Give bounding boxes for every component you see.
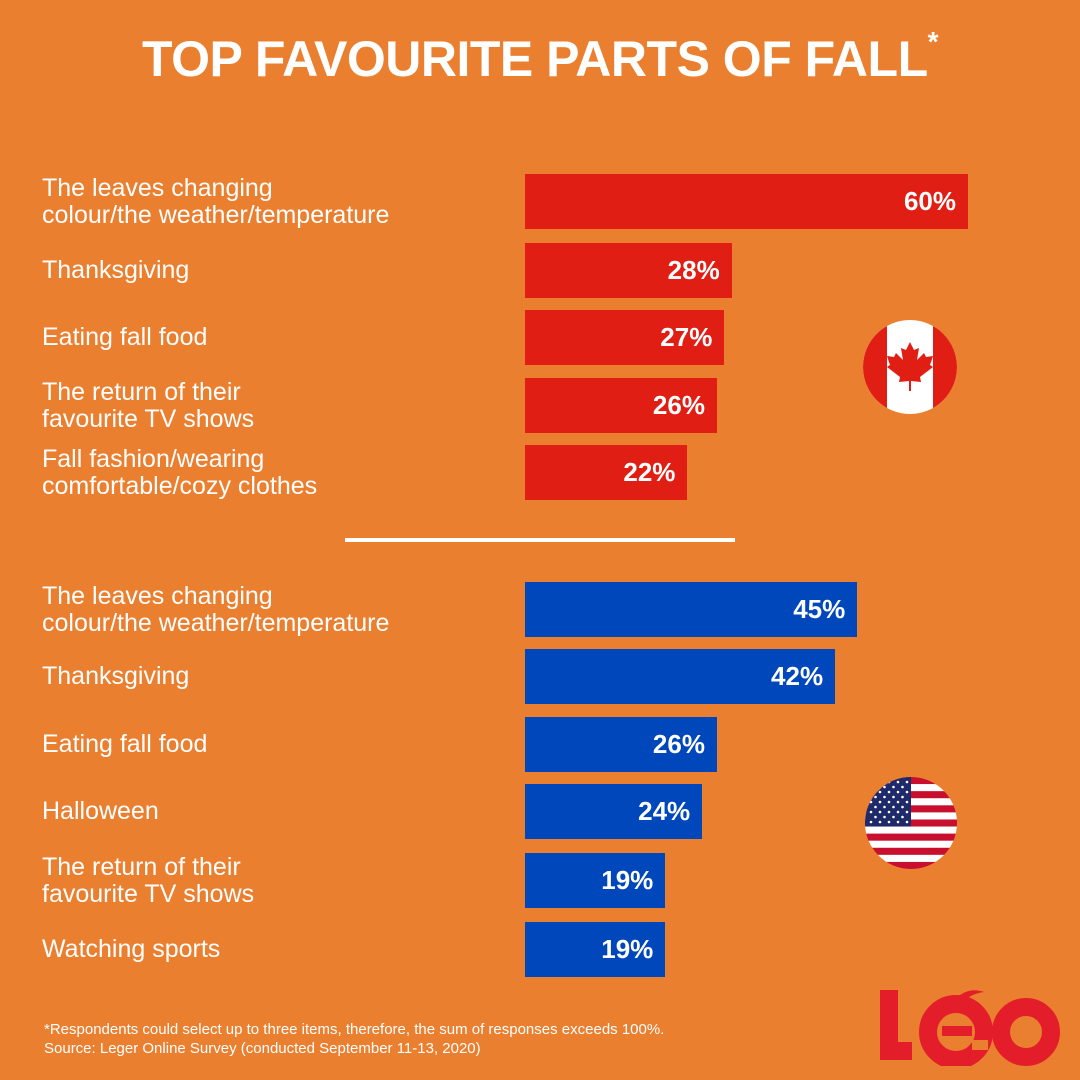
category-label: The return of their favourite TV shows [42, 378, 502, 433]
category-label-text: The return of their favourite TV shows [42, 852, 255, 908]
category-label-text: Thanksgiving [42, 257, 189, 284]
data-label: 27% [660, 322, 713, 352]
bar: 19% [525, 853, 666, 908]
data-label: 26% [652, 729, 705, 759]
category-label-line: colour/the weather/temperature [42, 608, 390, 637]
category-label: Halloween [42, 784, 502, 839]
bar: 22% [525, 445, 688, 500]
category-label-line: Thanksgiving [42, 662, 190, 690]
category-label-line: Watching sports [42, 935, 221, 963]
data-label: 28% [667, 255, 720, 285]
category-label-text: The leaves changing colour/the weather/te… [42, 173, 390, 229]
title-text: TOP FAVOURITE PARTS OF FALL [141, 31, 928, 87]
data-label: 60% [903, 186, 956, 216]
bar: 19% [525, 922, 666, 977]
title-asterisk: * [927, 26, 939, 57]
category-label-line: comfortable/cozy clothes [42, 471, 318, 500]
category-label-line: Eating fall food [42, 323, 208, 351]
category-label-text: The return of their favourite TV shows [42, 377, 255, 433]
category-label-line: The leaves changing [42, 173, 273, 202]
bar: 42% [525, 649, 836, 704]
category-label: The return of their favourite TV shows [42, 853, 502, 908]
category-label-line: colour/the weather/temperature [42, 200, 390, 229]
bar: 26% [525, 717, 717, 772]
category-label-line: Fall fashion/wearing [42, 444, 265, 473]
category-label-line: favourite TV shows [42, 404, 255, 433]
bar: 24% [525, 784, 703, 839]
category-label-line: Halloween [42, 797, 159, 825]
bar: 28% [525, 243, 732, 298]
category-label: Watching sports [42, 922, 502, 977]
category-label-line: The return of their [42, 852, 241, 881]
category-label-text: Halloween [42, 798, 159, 825]
usa-flag-icon [865, 777, 957, 869]
data-label: 42% [771, 661, 824, 691]
category-label-text: Eating fall food [42, 324, 207, 351]
category-label-text: Thanksgiving [42, 663, 189, 690]
bar: 45% [525, 582, 858, 637]
data-label: 19% [601, 865, 654, 895]
section-divider [345, 538, 735, 542]
category-label-text: The leaves changing colour/the weather/te… [42, 581, 390, 637]
category-label-line: The leaves changing [42, 581, 273, 610]
footnote: *Respondents could select up to three it… [44, 1021, 665, 1038]
data-label: 45% [793, 594, 846, 624]
data-label: 19% [601, 934, 654, 964]
data-label: 22% [623, 457, 676, 487]
category-label-line: Thanksgiving [42, 256, 190, 284]
category-label-line: The return of their [42, 377, 241, 406]
category-label: Eating fall food [42, 717, 502, 772]
category-label-text: Fall fashion/wearing comfortable/cozy clo… [42, 444, 318, 500]
category-label: Thanksgiving [42, 649, 502, 704]
data-label: 26% [652, 390, 705, 420]
category-label: Eating fall food [42, 310, 502, 365]
category-label-line: Eating fall food [42, 730, 208, 758]
bar: 27% [525, 310, 725, 365]
chart-title: TOP FAVOURITE PARTS OF FALL* [0, 26, 1080, 88]
category-label-line: favourite TV shows [42, 879, 255, 908]
category-label: The leaves changing colour/the weather/te… [42, 174, 502, 229]
category-label: Thanksgiving [42, 243, 502, 298]
category-label: Fall fashion/wearing comfortable/cozy clo… [42, 445, 502, 500]
footnote-block: *Respondents could select up to three it… [44, 1020, 664, 1058]
category-label-text: Watching sports [42, 936, 220, 963]
bar: 60% [525, 174, 968, 229]
source-note: Source: Leger Online Survey (conducted S… [44, 1040, 481, 1057]
leo-logo [880, 990, 1060, 1066]
category-label-text: Eating fall food [42, 731, 207, 758]
canada-flag-icon [863, 320, 957, 414]
data-label: 24% [638, 796, 691, 826]
bar: 26% [525, 378, 717, 433]
category-label: The leaves changing colour/the weather/te… [42, 582, 502, 637]
